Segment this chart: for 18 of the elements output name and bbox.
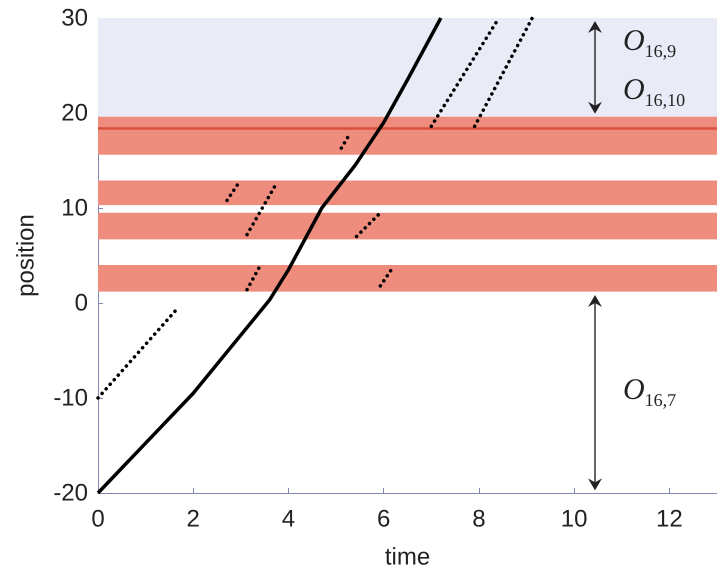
y-tick-label: 10 xyxy=(61,194,88,222)
y-tick-label: 0 xyxy=(74,290,88,316)
y-tick-label: 30 xyxy=(61,4,88,32)
x-axis-title: time xyxy=(384,544,430,570)
y-axis-title: position xyxy=(12,214,40,297)
x-tick-label: 4 xyxy=(282,506,296,532)
y-tick-label: 20 xyxy=(61,100,88,126)
annotation: O$_{16,10}$ xyxy=(623,73,686,112)
x-tick-label: 8 xyxy=(472,506,486,532)
y-tick-label: -20 xyxy=(53,480,88,506)
x-tick-label: 10 xyxy=(560,506,588,532)
x-tick-label: 0 xyxy=(91,506,105,532)
y-tick-label: -10 xyxy=(53,384,88,412)
x-tick-label: 12 xyxy=(656,506,683,532)
annotation: O$_{16,7}$ xyxy=(623,373,676,412)
x-tick-label: 2 xyxy=(186,506,200,532)
x-tick-label: 6 xyxy=(377,506,390,532)
annotation: O$_{16,9}$ xyxy=(623,24,676,62)
